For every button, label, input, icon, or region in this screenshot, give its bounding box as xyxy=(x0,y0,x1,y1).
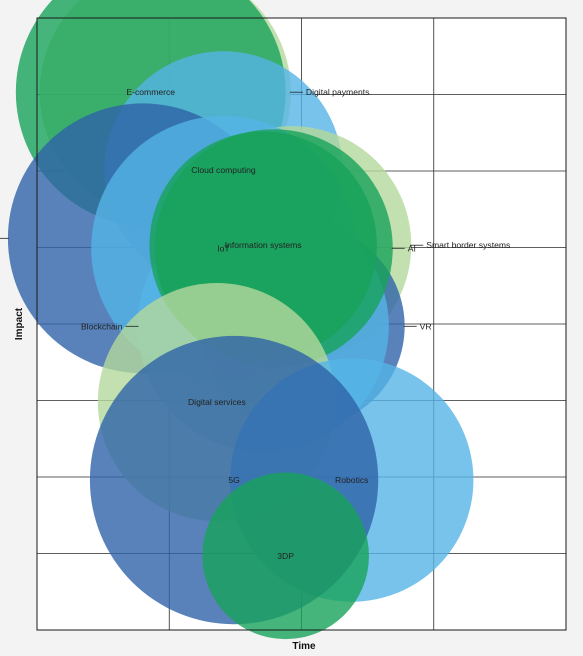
bubble-label-blockchain: Blockchain xyxy=(81,321,123,331)
y-axis-label: Impact xyxy=(14,307,25,340)
bubble-label-digital-payments: Digital payments xyxy=(306,87,370,97)
x-axis-label: Time xyxy=(292,641,316,652)
bubble-label-iot: IoT xyxy=(217,243,230,253)
bubble-label-e-commerce: E-commerce xyxy=(126,87,175,97)
bubble-label-cloud-computing: Cloud computing xyxy=(191,165,256,175)
bubble-label-3dp: 3DP xyxy=(277,551,294,561)
bubble-label-ai: AI xyxy=(408,243,416,253)
bubble-label-robotics: Robotics xyxy=(335,475,368,485)
bubble-labels: Digital payments E-commerce Cloud computin… xyxy=(81,87,510,561)
bubble-label-vr: VR xyxy=(420,321,432,331)
bubble-label-smart-border-systems: Smart border systems xyxy=(426,240,510,250)
bubbles xyxy=(7,0,474,640)
bubble-label-digital-services: Digital services xyxy=(188,397,246,407)
bubble-3dp xyxy=(202,472,369,640)
bubble-label-5g: 5G xyxy=(228,475,240,485)
callouts xyxy=(0,91,424,327)
plot-frame xyxy=(36,17,567,631)
bubble-label-information-systems: Information systems xyxy=(225,240,302,250)
